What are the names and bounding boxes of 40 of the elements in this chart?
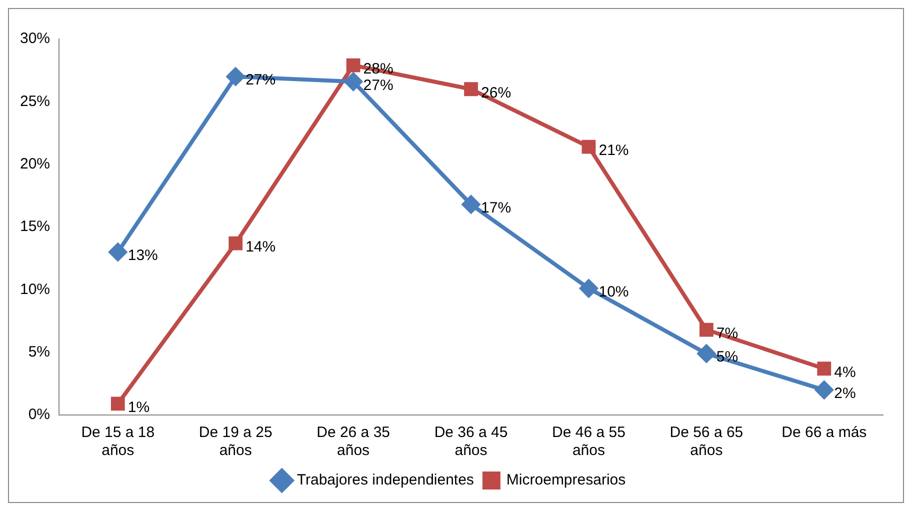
point (346, 58, 360, 72)
data-label: 27% (363, 76, 394, 94)
y-tick-label: 25% (20, 92, 50, 110)
y-tick-label: 30% (20, 30, 50, 48)
data-label: 17% (481, 200, 512, 217)
point (226, 68, 245, 86)
data-label: 13% (128, 247, 158, 264)
point (697, 344, 716, 363)
legend-label: Trabajores independientes (296, 472, 474, 489)
x-tick-label: De 26 a 35 años (316, 424, 390, 460)
x-tick-label: De 56 a 65 años (670, 424, 744, 460)
point (110, 396, 125, 411)
data-label: 26% (481, 84, 512, 102)
data-label: 21% (598, 142, 629, 159)
x-tick-label: De 66 a más (782, 424, 867, 442)
data-label: 1% (128, 398, 150, 416)
x-tick-label: De 15 a 18 años (81, 424, 155, 460)
point (580, 279, 598, 298)
x-tick-label: De 36 a 45 años (434, 424, 508, 460)
data-label: 4% (834, 364, 856, 381)
point (699, 322, 714, 337)
point (582, 140, 596, 154)
y-tick-label: 20% (20, 155, 50, 172)
data-label: 10% (598, 284, 629, 301)
legend-label: Microempresarios (506, 472, 626, 489)
y-tick-label: 0% (28, 406, 50, 424)
data-label: 2% (834, 385, 856, 402)
data-label: 14% (246, 238, 276, 256)
point (817, 362, 832, 376)
point (108, 243, 127, 262)
y-tick-label: 5% (28, 343, 50, 360)
y-tick-label: 15% (20, 218, 50, 236)
point (464, 82, 478, 96)
point (228, 236, 243, 250)
point (815, 380, 834, 399)
x-tick-label: De 19 a 25 años (198, 424, 272, 460)
point (462, 195, 480, 214)
point (344, 72, 362, 91)
x-tick-label: De 46 a 55 años (552, 424, 626, 460)
y-tick-label: 10% (20, 280, 50, 298)
